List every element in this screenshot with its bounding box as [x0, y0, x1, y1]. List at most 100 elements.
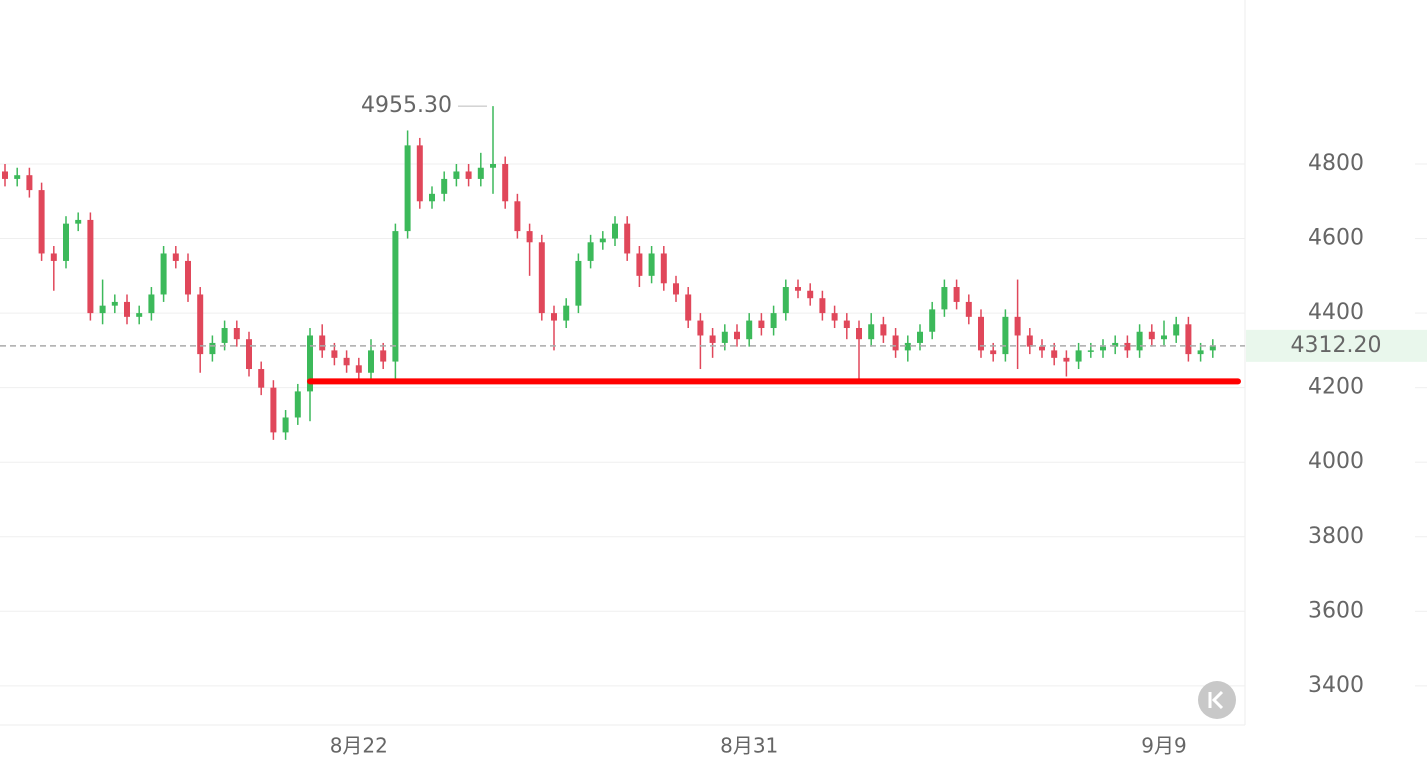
candle-body	[1014, 316, 1021, 336]
y-tick-label: 4400	[1308, 300, 1364, 325]
candle-body	[197, 294, 204, 355]
last-price-label: 4312.20	[1291, 333, 1382, 358]
candle-body	[1173, 324, 1180, 336]
reset-icon	[1211, 690, 1224, 710]
candle-body	[770, 313, 777, 329]
candle-body	[990, 350, 997, 355]
candle-body	[636, 253, 643, 276]
candle-body	[1100, 346, 1106, 351]
candle-body	[124, 301, 130, 317]
y-tick-label: 4600	[1308, 226, 1364, 251]
candle-body	[538, 242, 545, 314]
candle-body	[1026, 335, 1033, 347]
candle-body	[880, 324, 887, 336]
candle-body	[941, 287, 948, 310]
y-tick-label: 4000	[1308, 449, 1364, 474]
candle-body	[490, 164, 496, 168]
reset-circle[interactable]	[1198, 681, 1236, 719]
candle-body	[965, 301, 972, 317]
candle-body	[1185, 324, 1192, 355]
candle-body	[904, 342, 911, 351]
max-label: 4955.30	[361, 93, 452, 118]
candle-body	[185, 260, 191, 295]
candle-body	[75, 219, 82, 224]
candle-body	[721, 331, 728, 343]
candle-body	[1087, 350, 1094, 352]
x-tick-label: 9月9	[1141, 734, 1186, 758]
candle-body	[160, 253, 167, 295]
candle-body	[1063, 357, 1070, 362]
candle-body	[709, 335, 716, 343]
candle-body	[1075, 350, 1082, 362]
x-tick-label: 8月22	[330, 734, 388, 758]
candle-body	[502, 164, 509, 202]
candle-body	[746, 320, 753, 340]
candle-body	[343, 357, 350, 366]
candle-body	[99, 305, 106, 314]
y-tick-label: 3600	[1308, 598, 1364, 623]
candle-body	[172, 253, 179, 261]
candle-body	[953, 287, 960, 302]
last-price-bg	[1246, 329, 1427, 362]
candle-body	[648, 253, 655, 276]
candle-body	[1197, 350, 1204, 355]
candle-body	[453, 171, 460, 179]
candle-body	[831, 313, 838, 321]
candle-body	[368, 350, 374, 373]
candle-body	[978, 316, 984, 351]
candle-body	[1002, 316, 1009, 355]
candle-body	[246, 339, 252, 370]
candle-body	[1148, 331, 1155, 340]
candle-body	[38, 190, 45, 254]
candle-body	[26, 175, 33, 191]
candle-body	[1209, 345, 1216, 351]
candle-body	[50, 253, 57, 261]
candle-body	[843, 320, 850, 329]
candle-body	[63, 223, 69, 261]
candle-body	[514, 201, 521, 232]
candle-body	[221, 328, 228, 343]
candle-body	[307, 335, 313, 392]
candle-body	[685, 294, 692, 321]
candle-body	[2, 171, 8, 179]
candle-body	[441, 178, 448, 194]
y-tick-label: 4200	[1308, 375, 1364, 400]
candle-body	[1039, 346, 1045, 351]
candle-body	[477, 167, 484, 179]
candle-body	[782, 287, 789, 314]
x-tick-label: 8月31	[720, 734, 778, 758]
candle-body	[465, 171, 472, 179]
candle-body	[111, 301, 118, 306]
candle-body	[587, 242, 594, 261]
candle-body	[392, 231, 399, 362]
candle-body	[1051, 350, 1058, 358]
candle-body	[429, 193, 435, 202]
candle-body	[734, 331, 740, 340]
candle-body	[868, 324, 875, 340]
candle-body	[551, 313, 557, 321]
candle-body	[355, 365, 362, 373]
candle-body	[819, 298, 826, 314]
candle-body	[673, 283, 679, 295]
candle-body	[892, 335, 899, 351]
candle-body	[14, 175, 21, 179]
candle-body	[758, 320, 765, 329]
y-tick-label: 4800	[1308, 151, 1364, 176]
candle-body	[319, 335, 326, 351]
candle-body	[1112, 342, 1119, 347]
candle-body	[563, 305, 570, 321]
y-tick-label: 3800	[1308, 524, 1364, 549]
reset-button[interactable]	[1198, 681, 1236, 719]
candle-body	[526, 231, 533, 243]
candle-body	[270, 387, 277, 433]
candle-body	[1161, 335, 1167, 340]
candle-body	[929, 309, 936, 332]
candle-body	[148, 294, 155, 314]
candle-body	[660, 253, 667, 284]
candle-body	[1124, 342, 1131, 351]
candle-body	[136, 313, 143, 317]
candle-body	[416, 145, 423, 202]
candle-body	[795, 287, 801, 291]
candle-body	[404, 145, 411, 232]
